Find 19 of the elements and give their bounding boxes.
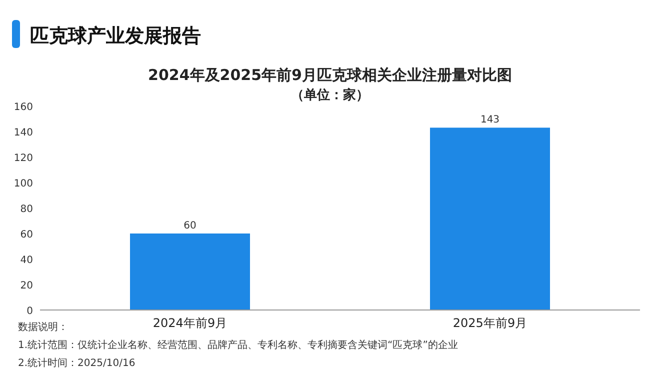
text: 数据说明： [18,321,68,333]
y-tick-label: 120 [14,153,33,164]
y-tick-label: 0 [26,306,33,317]
chart-subtitle: （单位：家） [291,87,369,103]
data-label: 143 [480,114,500,126]
y-tick-label: 100 [14,178,33,190]
y-tick-label: 140 [14,128,33,138]
text: 2.统计时间：2025/10/16 [18,357,136,369]
y-tick-label: 60 [20,230,33,240]
y-tick-label: 160 [14,102,33,113]
chart-title: 2024年及2025年前9月匹克球相关企业注册量对比图 [148,66,512,84]
y-tick-label: 20 [20,280,33,292]
y-tick-label: 40 [20,255,33,266]
text: 1.统计范围：仅统计企业名称、经营范围、品牌产品、专利名称、专利摘要含关键词“匹克球”的企业 [18,339,458,351]
data-label: 60 [184,220,196,232]
text: 匹克球产业发展报告 [30,25,201,47]
x-tick-label: 2024年前9月 [152,316,228,330]
x-tick-label: 2025年前9月 [452,316,528,330]
y-tick-label: 80 [20,204,33,215]
